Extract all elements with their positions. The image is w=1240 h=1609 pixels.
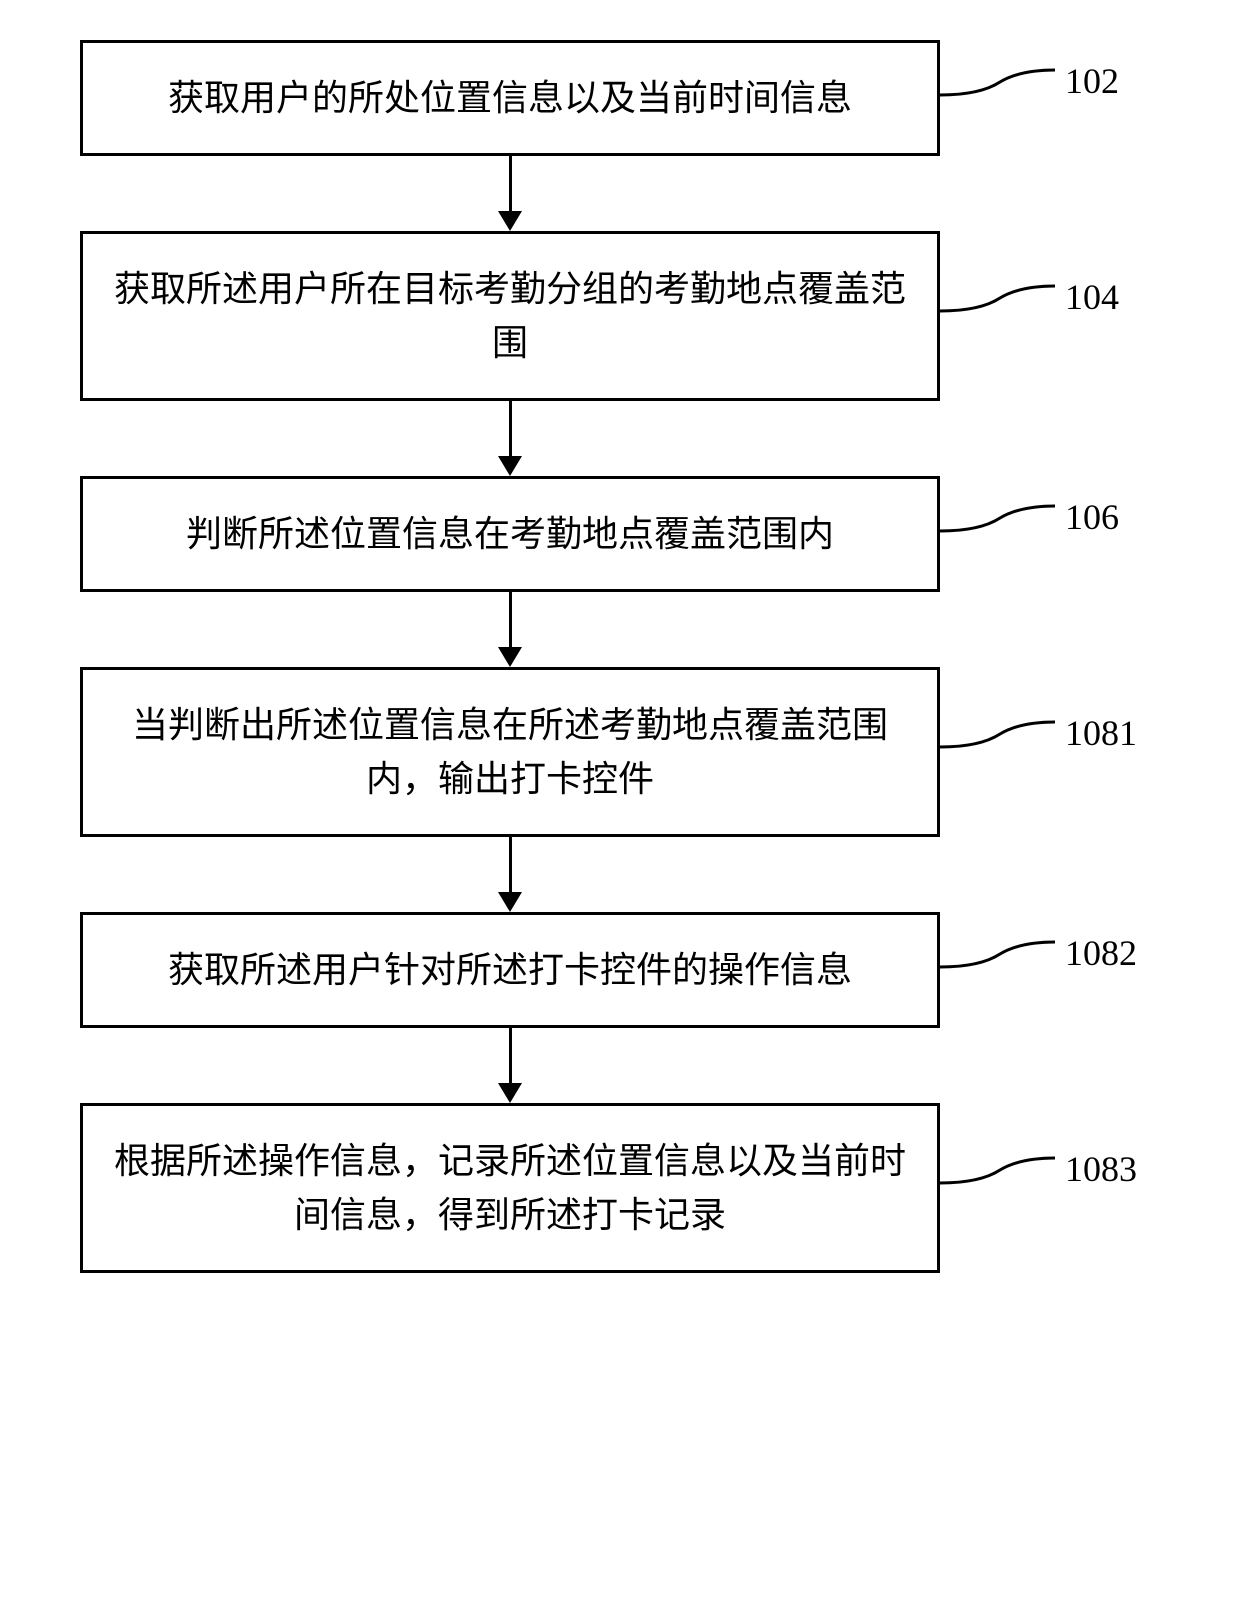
step-label: 1082 [1065,932,1137,974]
flowchart-arrow [80,592,940,667]
step-row: 获取所述用户所在目标考勤分组的考勤地点覆盖范围 104 [80,231,940,401]
flowchart-arrow [80,837,940,912]
step-label: 102 [1065,60,1119,102]
flowchart-arrow [80,401,940,476]
step-text: 获取所述用户针对所述打卡控件的操作信息 [168,943,852,997]
step-label: 1083 [1065,1148,1137,1190]
step-row: 获取用户的所处位置信息以及当前时间信息 102 [80,40,940,156]
step-text: 根据所述操作信息，记录所述位置信息以及当前时间信息，得到所述打卡记录 [113,1134,907,1242]
flowchart-step: 根据所述操作信息，记录所述位置信息以及当前时间信息，得到所述打卡记录 [80,1103,940,1273]
label-connector-line [940,1158,1060,1208]
step-label: 104 [1065,276,1119,318]
flowchart-step: 判断所述位置信息在考勤地点覆盖范围内 [80,476,940,592]
arrow-head-icon [498,892,522,912]
arrow-head-icon [498,1083,522,1103]
arrow-line [509,837,512,895]
step-text: 当判断出所述位置信息在所述考勤地点覆盖范围内，输出打卡控件 [113,698,907,806]
step-row: 获取所述用户针对所述打卡控件的操作信息 1082 [80,912,940,1028]
step-text: 判断所述位置信息在考勤地点覆盖范围内 [186,507,834,561]
arrow-line [509,1028,512,1086]
arrow-line [509,156,512,214]
flowchart-step: 获取所述用户针对所述打卡控件的操作信息 [80,912,940,1028]
arrow-head-icon [498,647,522,667]
step-row: 当判断出所述位置信息在所述考勤地点覆盖范围内，输出打卡控件 1081 [80,667,940,837]
flowchart-step: 获取用户的所处位置信息以及当前时间信息 [80,40,940,156]
arrow-line [509,401,512,459]
flowchart-step: 获取所述用户所在目标考勤分组的考勤地点覆盖范围 [80,231,940,401]
step-text: 获取用户的所处位置信息以及当前时间信息 [168,71,852,125]
label-connector-line [940,70,1060,120]
flowchart-container: 获取用户的所处位置信息以及当前时间信息 102 获取所述用户所在目标考勤分组的考… [80,40,1160,1273]
arrow-line [509,592,512,650]
label-connector-line [940,286,1060,336]
step-label: 106 [1065,496,1119,538]
arrow-head-icon [498,211,522,231]
arrow-head-icon [498,456,522,476]
flowchart-arrow [80,1028,940,1103]
step-row: 根据所述操作信息，记录所述位置信息以及当前时间信息，得到所述打卡记录 1083 [80,1103,940,1273]
flowchart-arrow [80,156,940,231]
step-label: 1081 [1065,712,1137,754]
label-connector-line [940,942,1060,992]
label-connector-line [940,722,1060,772]
step-row: 判断所述位置信息在考勤地点覆盖范围内 106 [80,476,940,592]
step-text: 获取所述用户所在目标考勤分组的考勤地点覆盖范围 [113,262,907,370]
flowchart-step: 当判断出所述位置信息在所述考勤地点覆盖范围内，输出打卡控件 [80,667,940,837]
label-connector-line [940,506,1060,556]
